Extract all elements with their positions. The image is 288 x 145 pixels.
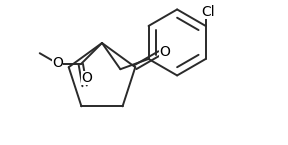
Text: Cl: Cl xyxy=(201,5,215,19)
Text: O: O xyxy=(159,45,170,59)
Text: O: O xyxy=(52,56,63,70)
Text: O: O xyxy=(81,71,92,85)
